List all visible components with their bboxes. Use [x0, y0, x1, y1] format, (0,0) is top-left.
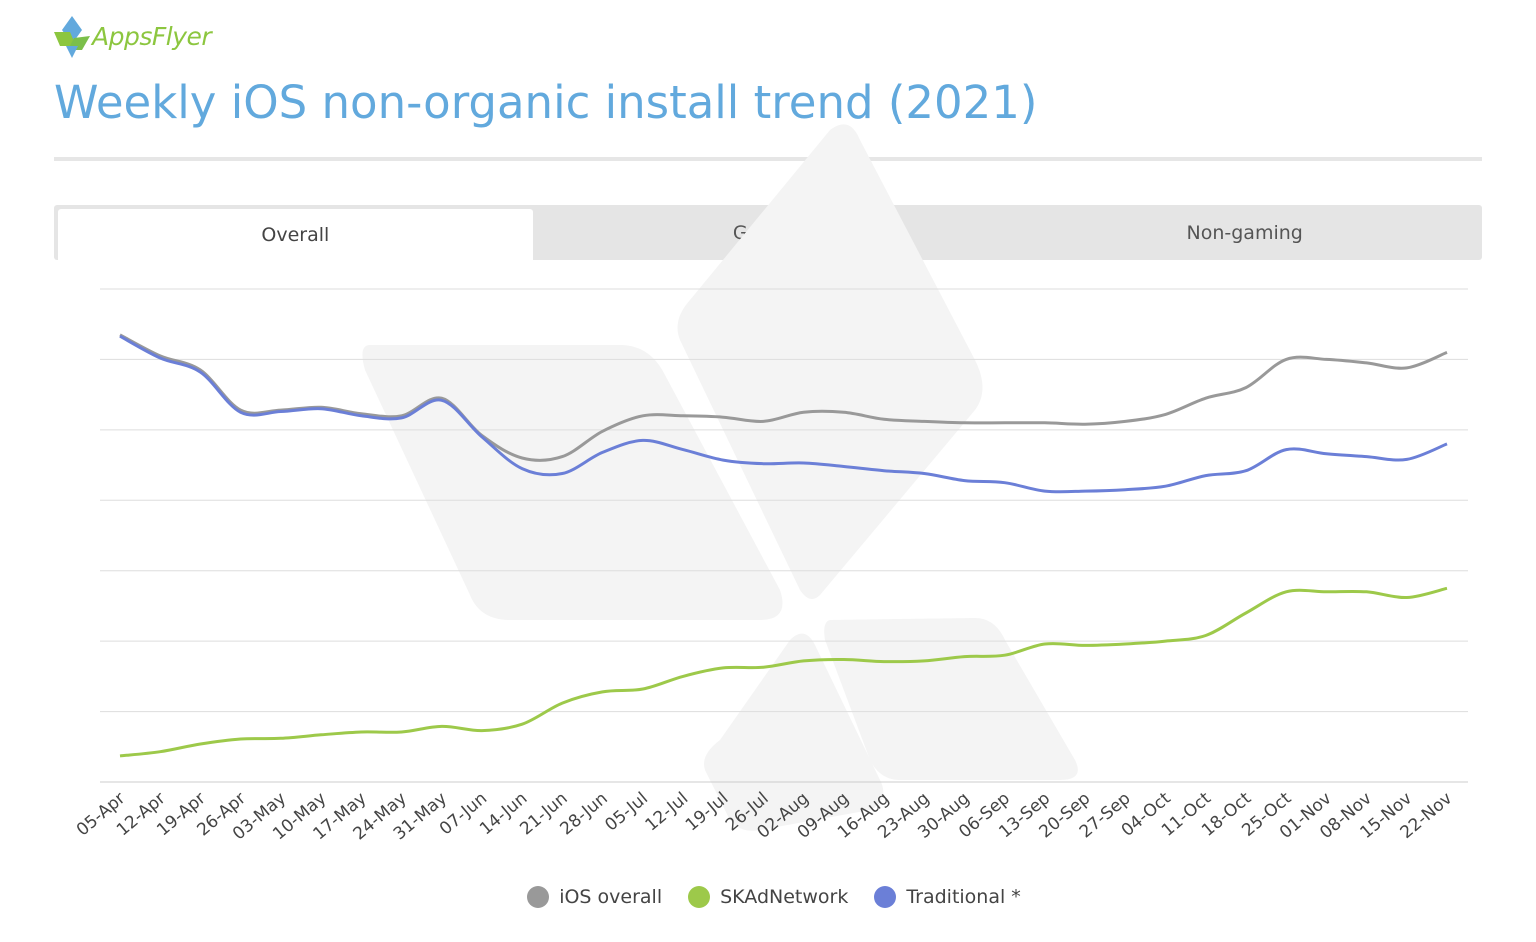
appsflyer-logo-icon [54, 16, 90, 58]
title-divider [54, 157, 1482, 161]
legend-item-skadnetwork[interactable]: SKAdNetwork [688, 886, 848, 908]
legend-label-traditional: Traditional * [906, 886, 1021, 908]
x-tick-label: 19-Jul [682, 789, 733, 836]
legend-label-ios-overall: iOS overall [559, 886, 663, 908]
series-line-skadnetwork[interactable] [119, 586, 1448, 758]
legend-swatch-skadnetwork [688, 886, 711, 908]
logo-text: AppsFlyer [92, 22, 212, 51]
legend-swatch-traditional [874, 886, 897, 908]
series-line-traditional[interactable] [119, 334, 1448, 494]
tab-overall[interactable]: Overall [58, 209, 533, 260]
legend-item-traditional[interactable]: Traditional * [874, 886, 1021, 908]
page-title: Weekly iOS non-organic install trend (20… [54, 76, 1038, 129]
chart-legend: iOS overall SKAdNetwork Traditional * [0, 886, 1536, 908]
legend-label-skadnetwork: SKAdNetwork [720, 886, 849, 908]
series-line-ios-overall[interactable] [119, 333, 1448, 462]
x-tick-label: 12-Jul [642, 789, 693, 836]
tab-non-gaming[interactable]: Non-gaming [1186, 221, 1303, 244]
legend-swatch-ios-overall [527, 886, 550, 908]
watermark-icon [362, 124, 1078, 831]
x-tick-label: 05-Jul [601, 789, 652, 836]
legend-item-ios-overall[interactable]: iOS overall [527, 886, 662, 908]
